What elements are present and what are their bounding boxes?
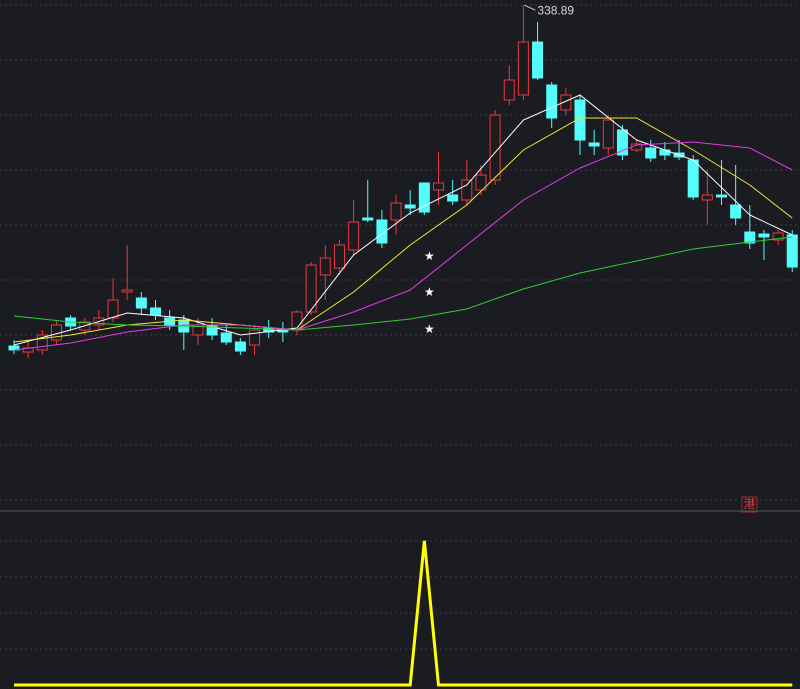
candle-body — [730, 204, 742, 219]
candle-body — [447, 194, 459, 202]
candle-body — [249, 329, 261, 346]
candle-body — [333, 244, 345, 269]
candle-body — [574, 99, 586, 141]
indicator-line — [14, 540, 793, 687]
candle-body — [758, 233, 770, 238]
badge: 港 — [743, 497, 755, 511]
candle-body — [701, 194, 713, 201]
candle-body — [503, 79, 515, 101]
candle-body — [772, 232, 784, 241]
moving-average — [13, 236, 793, 331]
candle-body — [135, 297, 147, 309]
candle-body — [744, 231, 756, 244]
signal-star: ★ — [424, 285, 435, 299]
candle-body — [716, 194, 727, 198]
candle-body — [475, 174, 487, 191]
badge-frame — [741, 496, 758, 513]
candle-body — [532, 41, 544, 79]
candle-body — [616, 129, 628, 156]
candle-body — [390, 202, 402, 221]
candle-body — [362, 217, 374, 221]
moving-average — [13, 94, 793, 346]
candle-body — [36, 334, 48, 351]
candle-body — [588, 142, 600, 147]
candle-body — [645, 147, 657, 159]
candle-body — [107, 299, 119, 319]
candle-body — [418, 182, 430, 213]
candle-body — [687, 159, 699, 198]
candle-body — [517, 41, 529, 96]
candle-body — [404, 204, 416, 209]
high-label: 338.89 — [537, 3, 574, 17]
candle-body — [560, 94, 572, 111]
candle-body — [319, 257, 331, 276]
candle-body — [433, 182, 444, 191]
signal-star: ★ — [424, 322, 435, 336]
candle-body — [150, 307, 161, 316]
moving-average — [13, 141, 793, 351]
candle-body — [220, 332, 232, 343]
candle-body — [305, 264, 317, 313]
high-pointer — [524, 4, 536, 11]
candle-body — [348, 221, 360, 251]
candle-body — [461, 179, 473, 201]
signal-star: ★ — [424, 249, 435, 263]
candle-body — [234, 341, 246, 352]
candle-body — [602, 119, 614, 149]
candle-body — [489, 114, 501, 181]
candle-body — [121, 289, 133, 293]
candle-body — [786, 234, 798, 268]
moving-average — [13, 117, 793, 343]
candle-body — [546, 84, 558, 119]
candle-body — [376, 219, 388, 244]
